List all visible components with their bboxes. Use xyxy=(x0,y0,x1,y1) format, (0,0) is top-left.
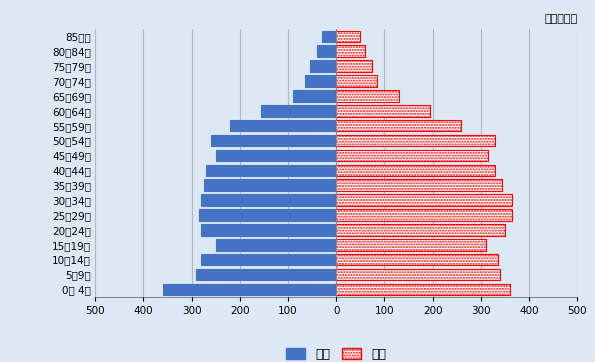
Bar xyxy=(336,165,495,176)
Bar xyxy=(293,90,336,102)
Bar xyxy=(336,105,430,117)
Legend: 男性, 女性: 男性, 女性 xyxy=(281,342,391,362)
Bar xyxy=(199,209,336,221)
Bar xyxy=(336,75,377,87)
Bar xyxy=(211,135,336,146)
Bar xyxy=(336,180,502,191)
Bar xyxy=(203,180,336,191)
Bar xyxy=(216,150,336,161)
Bar xyxy=(336,150,488,161)
Bar xyxy=(336,60,372,72)
Bar xyxy=(336,269,500,280)
Bar xyxy=(196,269,336,280)
Bar xyxy=(206,165,336,176)
Bar xyxy=(336,120,462,131)
Bar xyxy=(261,105,336,117)
Bar xyxy=(336,194,512,206)
Bar xyxy=(322,31,336,42)
Bar xyxy=(336,46,365,57)
Bar xyxy=(309,60,336,72)
Bar xyxy=(162,283,336,295)
Bar xyxy=(336,135,495,146)
Bar xyxy=(336,254,497,265)
Bar xyxy=(336,224,505,236)
Bar xyxy=(305,75,336,87)
Bar xyxy=(336,209,512,221)
Bar xyxy=(216,239,336,251)
Text: 単位：万人: 単位：万人 xyxy=(544,14,577,24)
Bar xyxy=(230,120,336,131)
Bar xyxy=(336,90,399,102)
Bar xyxy=(336,283,510,295)
Bar xyxy=(317,46,336,57)
Bar xyxy=(336,239,486,251)
Bar xyxy=(336,31,361,42)
Bar xyxy=(201,224,336,236)
Bar xyxy=(201,194,336,206)
Bar xyxy=(201,254,336,265)
